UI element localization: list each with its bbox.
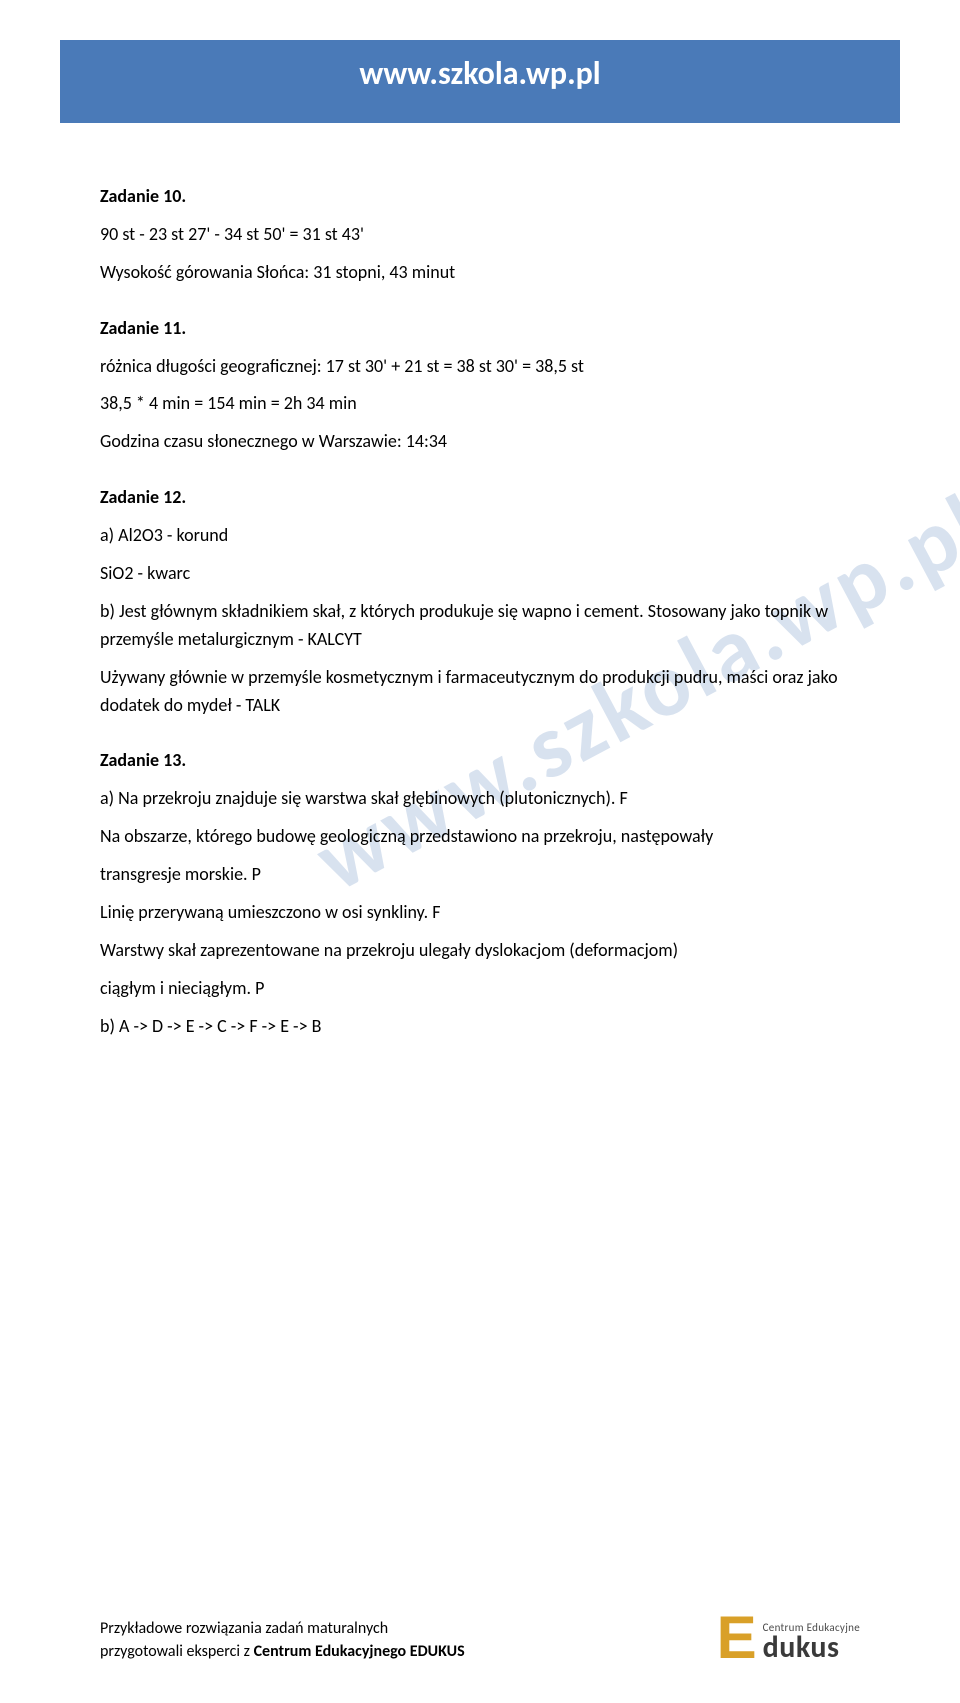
- task-12-heading: Zadanie 12.: [100, 484, 860, 512]
- footer-line-2-plain: przygotowali eksperci z: [100, 1642, 254, 1661]
- task-13-heading: Zadanie 13.: [100, 747, 860, 775]
- task-11-heading: Zadanie 11.: [100, 315, 860, 343]
- task-13-line-7: b) A -> D -> E -> C -> F -> E -> B: [100, 1013, 860, 1041]
- task-10-heading: Zadanie 10.: [100, 183, 860, 211]
- task-11-line-3: Godzina czasu słonecznego w Warszawie: 1…: [100, 428, 860, 456]
- task-13-line-4: Linię przerywaną umieszczono w osi synkl…: [100, 899, 860, 927]
- footer-line-2: przygotowali eksperci z Centrum Edukacyj…: [100, 1641, 465, 1663]
- task-10-line-2: Wysokość górowania Słońca: 31 stopni, 43…: [100, 259, 860, 287]
- task-13-line-1: a) Na przekroju znajduje się warstwa ska…: [100, 785, 860, 813]
- header-title: www.szkola.wp.pl: [90, 54, 870, 93]
- logo: E Centrum Edukacyjne dukus: [717, 1612, 860, 1663]
- task-12-line-4: Używany głównie w przemyśle kosmetycznym…: [100, 664, 860, 720]
- task-11-line-1: różnica długości geograficznej: 17 st 30…: [100, 353, 860, 381]
- content-area: www.szkola.wp.pl Zadanie 10. 90 st - 23 …: [0, 123, 960, 1041]
- task-11-line-2: 38,5 * 4 min = 154 min = 2h 34 min: [100, 390, 860, 418]
- task-12-line-2: SiO2 - kwarc: [100, 560, 860, 588]
- task-13-line-3: transgresje morskie. P: [100, 861, 860, 889]
- footer-line-1: Przykładowe rozwiązania zadań maturalnyc…: [100, 1618, 465, 1640]
- footer: Przykładowe rozwiązania zadań maturalnyc…: [0, 1612, 960, 1663]
- task-10-line-1: 90 st - 23 st 27' - 34 st 50' = 31 st 43…: [100, 221, 860, 249]
- header-banner: www.szkola.wp.pl: [60, 40, 900, 123]
- logo-text: Centrum Edukacyjne dukus: [763, 1622, 860, 1663]
- content-inner: Zadanie 10. 90 st - 23 st 27' - 34 st 50…: [100, 183, 860, 1041]
- logo-letter: E: [717, 1612, 757, 1663]
- task-13-line-6: ciągłym i nieciągłym. P: [100, 975, 860, 1003]
- task-13-line-5: Warstwy skał zaprezentowane na przekroju…: [100, 937, 860, 965]
- task-12-line-1: a) Al2O3 - korund: [100, 522, 860, 550]
- task-12-line-3: b) Jest głównym składnikiem skał, z któr…: [100, 598, 860, 654]
- task-13-line-2: Na obszarze, którego budowę geologiczną …: [100, 823, 860, 851]
- footer-text: Przykładowe rozwiązania zadań maturalnyc…: [100, 1618, 465, 1663]
- logo-bottom-text: dukus: [763, 1633, 860, 1663]
- footer-line-2-bold: Centrum Edukacyjnego EDUKUS: [254, 1642, 465, 1661]
